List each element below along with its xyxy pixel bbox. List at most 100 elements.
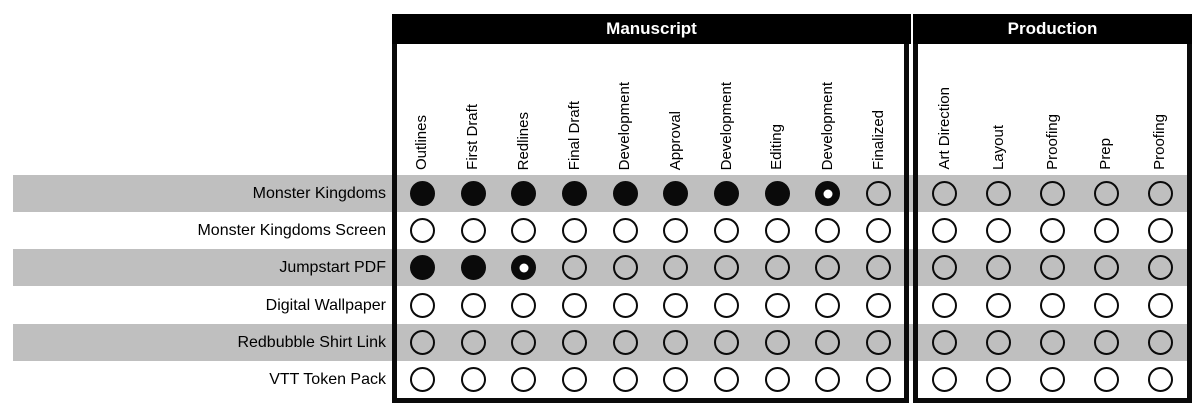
status-circle-empty[interactable] bbox=[815, 218, 841, 244]
status-circle-empty[interactable] bbox=[511, 292, 537, 318]
status-circle-empty[interactable] bbox=[1039, 292, 1065, 318]
status-circle-empty[interactable] bbox=[1039, 329, 1065, 355]
status-circle-empty[interactable] bbox=[612, 329, 638, 355]
status-circle-empty[interactable] bbox=[511, 218, 537, 244]
status-circle-filled[interactable] bbox=[460, 181, 486, 207]
status-circle-empty[interactable] bbox=[764, 366, 790, 392]
status-circle-empty[interactable] bbox=[1093, 329, 1119, 355]
status-circle-empty[interactable] bbox=[409, 218, 435, 244]
status-circle-empty[interactable] bbox=[663, 218, 689, 244]
status-circle-empty[interactable] bbox=[1147, 255, 1173, 281]
status-circle-empty[interactable] bbox=[986, 218, 1012, 244]
status-circle-empty[interactable] bbox=[1093, 366, 1119, 392]
status-circle-empty[interactable] bbox=[866, 366, 892, 392]
status-cell bbox=[752, 212, 803, 249]
status-circle-empty[interactable] bbox=[409, 329, 435, 355]
status-cell bbox=[853, 286, 904, 323]
status-circle-empty[interactable] bbox=[612, 292, 638, 318]
status-circle-empty[interactable] bbox=[866, 255, 892, 281]
status-circle-filled[interactable] bbox=[409, 255, 435, 281]
status-circle-filled[interactable] bbox=[460, 255, 486, 281]
status-cell bbox=[498, 212, 549, 249]
status-circle-empty[interactable] bbox=[663, 255, 689, 281]
status-circle-empty[interactable] bbox=[1093, 181, 1119, 207]
status-circle-empty[interactable] bbox=[1147, 218, 1173, 244]
status-circle-empty[interactable] bbox=[1147, 366, 1173, 392]
status-circle-filled[interactable] bbox=[561, 181, 587, 207]
status-circle-empty[interactable] bbox=[460, 329, 486, 355]
status-cell bbox=[1079, 361, 1133, 398]
status-circle-empty[interactable] bbox=[932, 181, 958, 207]
status-circle-empty[interactable] bbox=[815, 366, 841, 392]
status-circle-empty[interactable] bbox=[1147, 181, 1173, 207]
status-circle-empty[interactable] bbox=[986, 366, 1012, 392]
status-circle-empty[interactable] bbox=[561, 329, 587, 355]
status-circle-empty[interactable] bbox=[663, 366, 689, 392]
status-circle-empty[interactable] bbox=[714, 218, 740, 244]
status-circle-empty[interactable] bbox=[460, 218, 486, 244]
status-circle-empty[interactable] bbox=[986, 329, 1012, 355]
status-circle-empty[interactable] bbox=[1147, 292, 1173, 318]
status-circle-empty[interactable] bbox=[460, 292, 486, 318]
status-circle-empty[interactable] bbox=[1039, 181, 1065, 207]
status-circle-empty[interactable] bbox=[1039, 366, 1065, 392]
status-circle-empty[interactable] bbox=[511, 366, 537, 392]
status-circle-empty[interactable] bbox=[815, 255, 841, 281]
status-circle-empty[interactable] bbox=[612, 255, 638, 281]
status-circle-filled[interactable] bbox=[714, 181, 740, 207]
status-circle-empty[interactable] bbox=[932, 218, 958, 244]
status-circle-empty[interactable] bbox=[986, 292, 1012, 318]
status-circle-empty[interactable] bbox=[764, 329, 790, 355]
status-circle-empty[interactable] bbox=[764, 292, 790, 318]
status-circle-filled[interactable] bbox=[764, 181, 790, 207]
status-circle-empty[interactable] bbox=[866, 181, 892, 207]
status-circle-empty[interactable] bbox=[663, 292, 689, 318]
status-circle-empty[interactable] bbox=[561, 366, 587, 392]
status-circle-empty[interactable] bbox=[511, 329, 537, 355]
status-circle-empty[interactable] bbox=[866, 329, 892, 355]
status-circle-empty[interactable] bbox=[714, 366, 740, 392]
status-circle-filled[interactable] bbox=[612, 181, 638, 207]
status-circle-partial[interactable] bbox=[511, 255, 537, 281]
status-circle-empty[interactable] bbox=[1039, 255, 1065, 281]
column-label-cell: Outlines bbox=[397, 44, 448, 175]
status-circle-empty[interactable] bbox=[561, 292, 587, 318]
status-cell bbox=[701, 212, 752, 249]
status-circle-filled[interactable] bbox=[663, 181, 689, 207]
status-circle-empty[interactable] bbox=[866, 218, 892, 244]
status-circle-empty[interactable] bbox=[1093, 255, 1119, 281]
status-circle-empty[interactable] bbox=[612, 218, 638, 244]
status-circle-empty[interactable] bbox=[1147, 329, 1173, 355]
status-circle-filled[interactable] bbox=[511, 181, 537, 207]
column-label-row: Outlines First Draft Redlines Final Draft De… bbox=[397, 44, 904, 175]
status-circle-empty[interactable] bbox=[932, 255, 958, 281]
status-circle-empty[interactable] bbox=[932, 292, 958, 318]
status-circle-empty[interactable] bbox=[409, 292, 435, 318]
status-circle-empty[interactable] bbox=[932, 366, 958, 392]
status-circle-empty[interactable] bbox=[663, 329, 689, 355]
status-circle-empty[interactable] bbox=[714, 255, 740, 281]
status-circle-empty[interactable] bbox=[612, 366, 638, 392]
status-circle-empty[interactable] bbox=[866, 292, 892, 318]
status-circle-empty[interactable] bbox=[986, 181, 1012, 207]
status-circle-empty[interactable] bbox=[1093, 292, 1119, 318]
status-circle-empty[interactable] bbox=[561, 255, 587, 281]
status-circle-empty[interactable] bbox=[932, 329, 958, 355]
table-row bbox=[397, 175, 904, 212]
status-circle-empty[interactable] bbox=[764, 218, 790, 244]
status-circle-empty[interactable] bbox=[1039, 218, 1065, 244]
status-circle-empty[interactable] bbox=[460, 366, 486, 392]
status-circle-partial[interactable] bbox=[815, 181, 841, 207]
status-circle-empty[interactable] bbox=[986, 255, 1012, 281]
status-circle-empty[interactable] bbox=[764, 255, 790, 281]
production-header-label: Production bbox=[1007, 19, 1098, 38]
status-circle-empty[interactable] bbox=[815, 292, 841, 318]
status-circle-empty[interactable] bbox=[409, 366, 435, 392]
status-circle-empty[interactable] bbox=[1093, 218, 1119, 244]
status-circle-empty[interactable] bbox=[815, 329, 841, 355]
status-circle-empty[interactable] bbox=[561, 218, 587, 244]
status-circle-empty[interactable] bbox=[714, 292, 740, 318]
status-circle-filled[interactable] bbox=[409, 181, 435, 207]
status-circle-empty[interactable] bbox=[714, 329, 740, 355]
table-row bbox=[397, 286, 904, 323]
